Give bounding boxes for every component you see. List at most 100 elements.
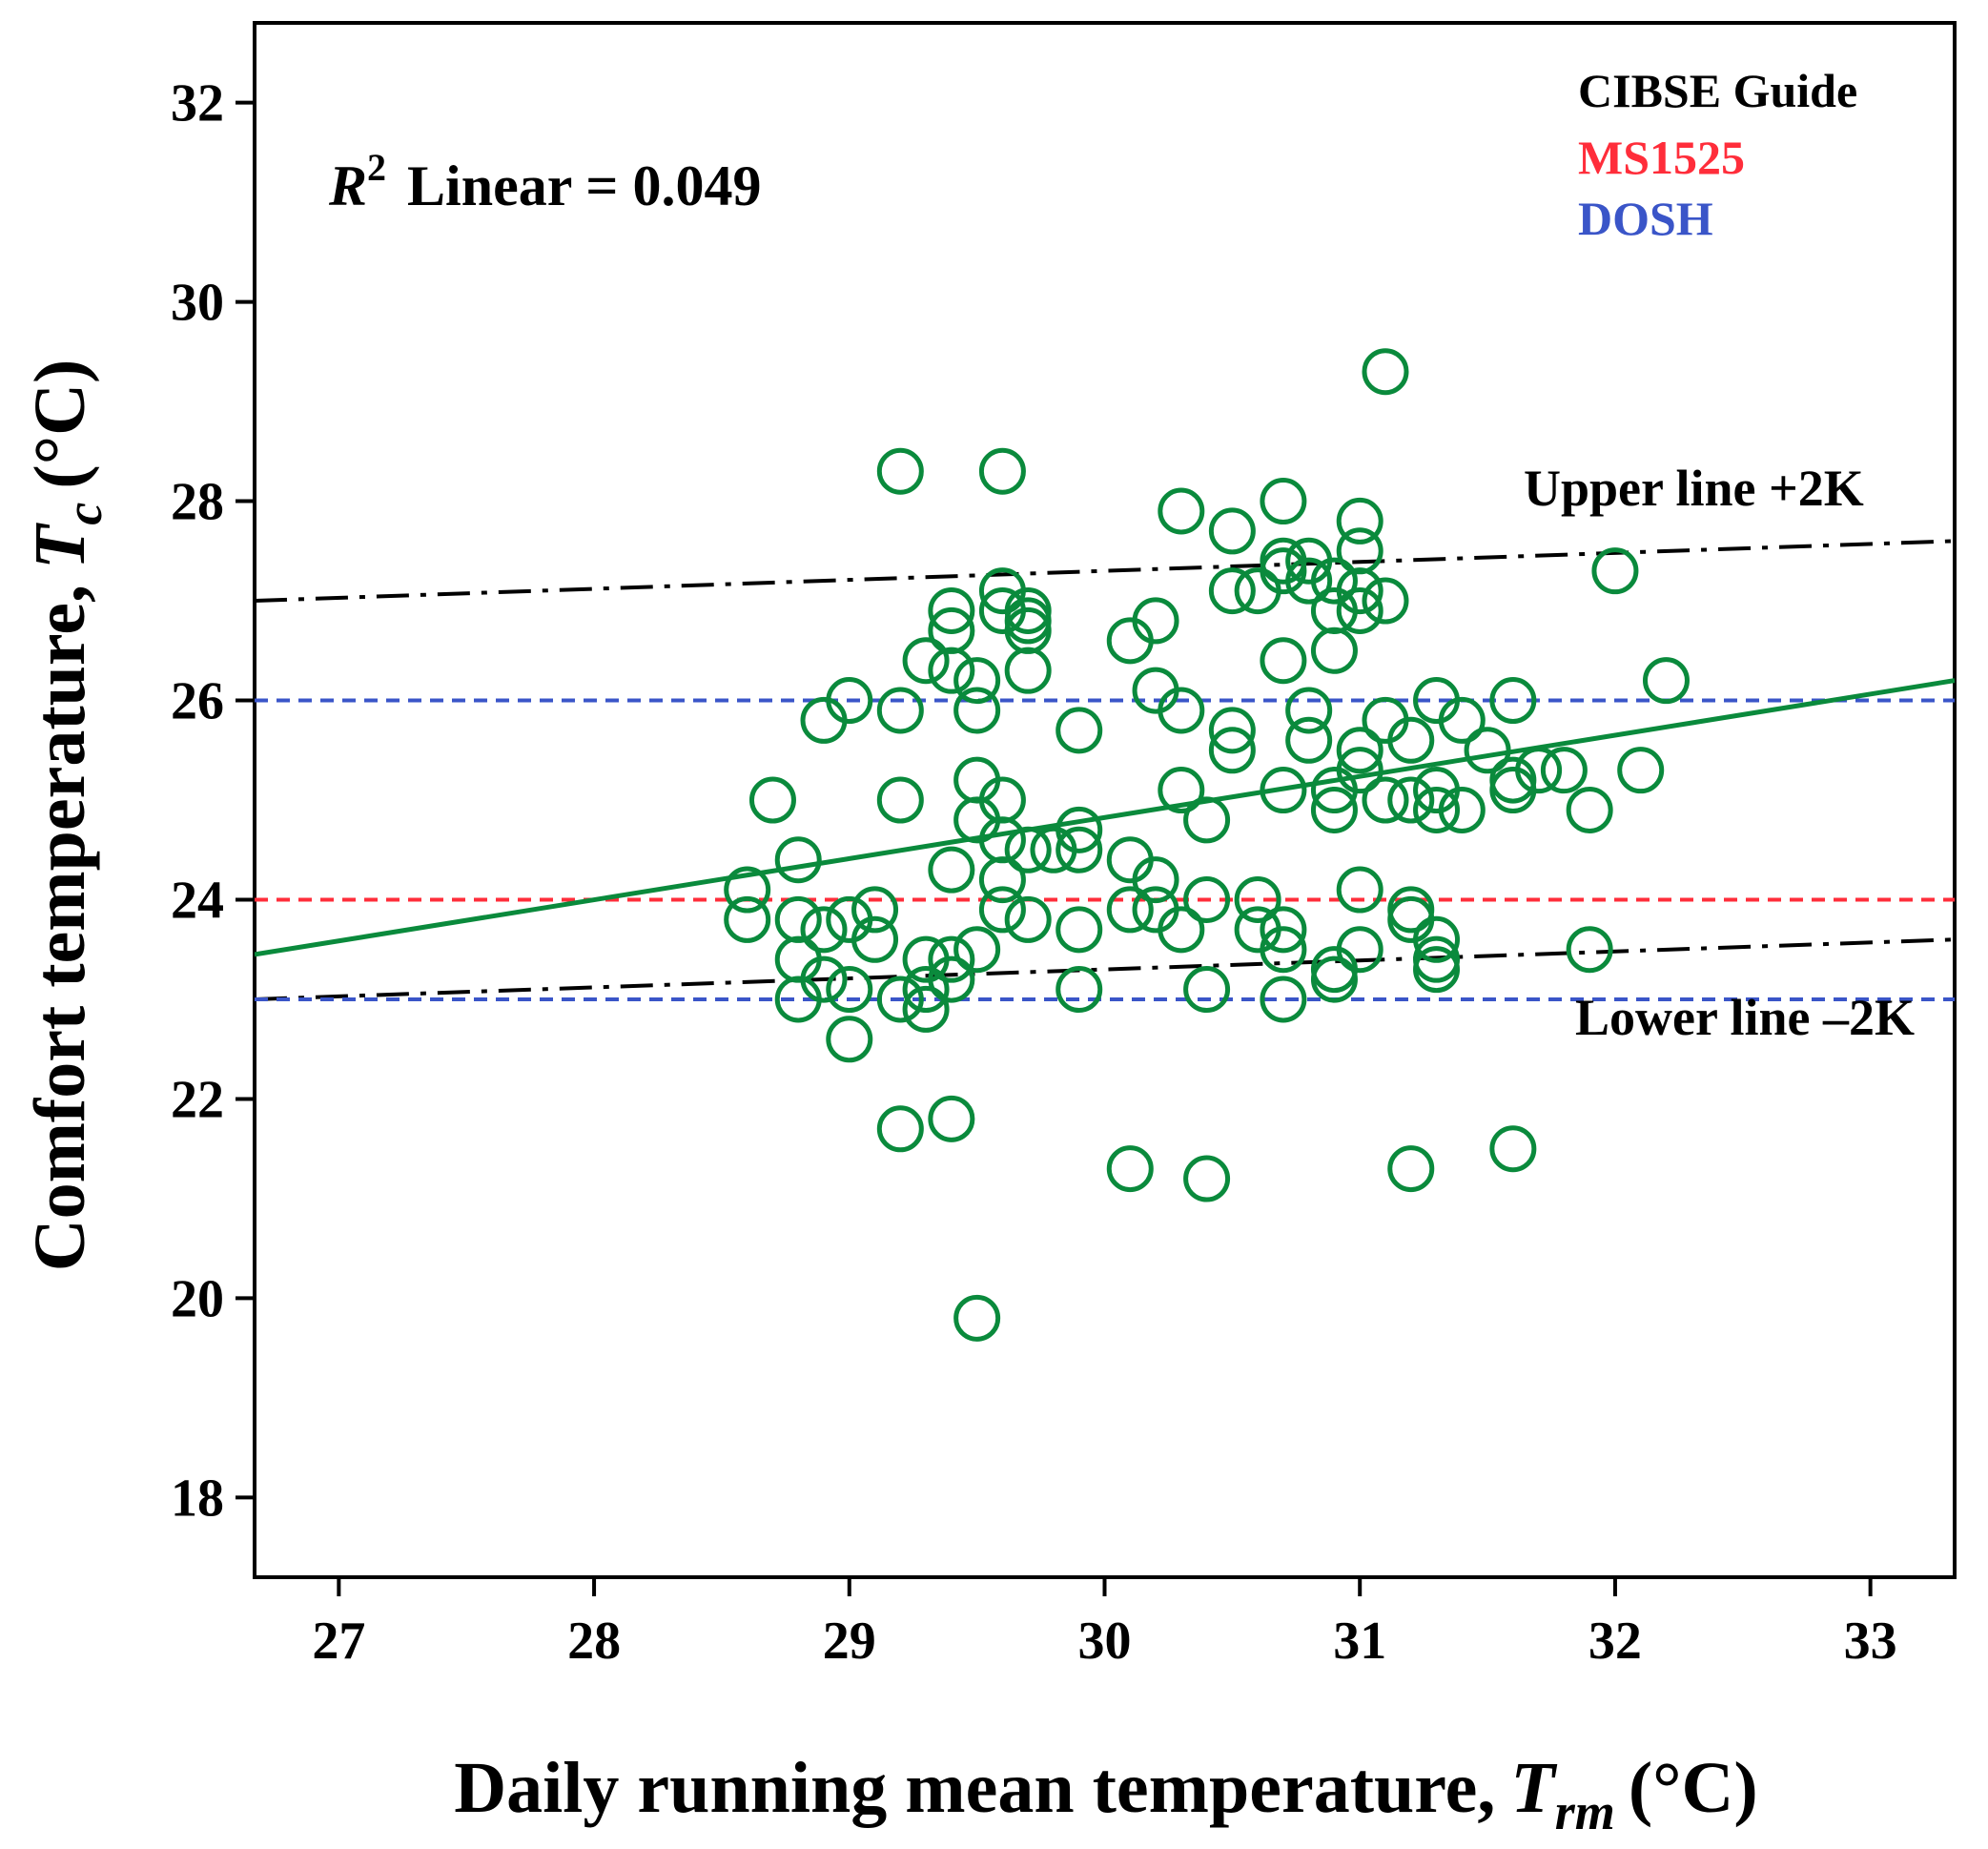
data-point-33 <box>953 687 1001 734</box>
data-point-75 <box>1208 707 1256 754</box>
data-point-112 <box>1387 776 1435 824</box>
y-tick-label: 22 <box>171 1070 224 1129</box>
x-tick-label: 32 <box>1588 1612 1642 1671</box>
data-point-134 <box>1617 747 1665 794</box>
data-point-122 <box>1438 696 1486 744</box>
data-point-129 <box>1515 747 1563 794</box>
data-point-115 <box>1387 1145 1435 1193</box>
y-axis-ticks: 18 20 22 24 26 28 30 32 <box>171 74 255 1528</box>
fit-line <box>255 678 1955 957</box>
data-point-107 <box>1362 348 1409 396</box>
data-point-9 <box>800 955 848 1003</box>
data-point-132 <box>1566 926 1613 974</box>
x-tick-label: 29 <box>823 1612 876 1671</box>
data-point-21 <box>902 637 950 685</box>
data-point-37 <box>953 1294 1001 1342</box>
data-point-31 <box>928 1095 975 1142</box>
data-point-14 <box>851 886 899 934</box>
data-point-27 <box>928 647 975 694</box>
y-tick-label: 18 <box>171 1469 224 1528</box>
data-point-8 <box>800 906 848 954</box>
r2-annotation: R2 Linear = 0.049 <box>328 146 761 217</box>
data-point-135 <box>1642 657 1690 705</box>
data-point-38 <box>978 447 1026 495</box>
x-tick-label: 31 <box>1333 1612 1386 1671</box>
data-point-89 <box>1285 557 1333 605</box>
data-point-92 <box>1310 557 1358 605</box>
legend-item-cibse: CIBSE Guide <box>1578 64 1857 117</box>
data-point-133 <box>1591 547 1639 595</box>
data-point-78 <box>1234 875 1281 923</box>
y-tick-label: 28 <box>171 473 224 532</box>
y-axis-title: Comfort temperature,Tc(°C) <box>20 360 113 1272</box>
data-point-125 <box>1489 677 1537 725</box>
data-point-50 <box>1004 895 1052 943</box>
data-point-49 <box>1004 826 1052 873</box>
data-point-94 <box>1310 627 1358 674</box>
data-point-48 <box>1004 647 1052 694</box>
data-point-60 <box>1106 1145 1154 1193</box>
x-axis-title: Daily running mean temperature, Trm (°C) <box>454 1748 1757 1840</box>
data-point-72 <box>1183 1155 1231 1202</box>
x-axis-ticks: 27 28 29 30 31 32 33 <box>312 1577 1897 1671</box>
data-point-16 <box>876 447 924 495</box>
x-tick-label: 28 <box>567 1612 621 1671</box>
data-point-91 <box>1285 716 1333 764</box>
data-point-70 <box>1183 875 1231 923</box>
data-point-61 <box>1132 597 1179 645</box>
data-points <box>724 348 1690 1342</box>
data-point-103 <box>1336 727 1383 774</box>
data-point-67 <box>1158 767 1205 814</box>
data-point-63 <box>1132 856 1179 904</box>
data-point-66 <box>1158 687 1205 734</box>
data-point-96 <box>1310 786 1358 833</box>
data-point-105 <box>1336 866 1383 914</box>
fit-line-group <box>255 678 1955 957</box>
data-point-65 <box>1158 487 1205 535</box>
data-point-54 <box>1055 826 1103 873</box>
data-point-68 <box>1158 906 1205 954</box>
data-point-87 <box>1260 976 1307 1023</box>
data-point-90 <box>1285 687 1333 734</box>
data-point-124 <box>1464 727 1511 774</box>
data-point-19 <box>876 976 924 1023</box>
data-point-71 <box>1183 966 1231 1014</box>
data-point-128 <box>1489 1125 1537 1173</box>
data-point-12 <box>826 1016 873 1063</box>
data-point-69 <box>1183 796 1231 844</box>
data-point-86 <box>1260 926 1307 974</box>
data-point-82 <box>1260 547 1307 595</box>
reference-line-0 <box>255 539 1955 604</box>
legend: CIBSE Guide MS1525 DOSH <box>1578 64 1857 245</box>
y-tick-label: 32 <box>171 74 224 134</box>
plot-area <box>253 21 1957 1579</box>
data-point-25 <box>928 586 975 634</box>
data-point-119 <box>1413 915 1461 963</box>
data-point-73 <box>1208 507 1256 555</box>
x-tick-label: 27 <box>312 1612 365 1671</box>
data-point-1 <box>724 895 771 943</box>
data-point-32 <box>953 657 1001 705</box>
data-point-36 <box>953 926 1001 974</box>
data-point-56 <box>1055 966 1103 1014</box>
data-point-106 <box>1336 926 1383 974</box>
data-point-74 <box>1208 567 1256 615</box>
data-point-43 <box>978 856 1026 904</box>
data-point-84 <box>1260 767 1307 814</box>
x-tick-label: 30 <box>1078 1612 1132 1671</box>
data-point-10 <box>826 677 873 725</box>
data-point-23 <box>902 966 950 1014</box>
y-tick-label: 20 <box>171 1269 224 1328</box>
data-point-2 <box>748 776 796 824</box>
y-tick-label: 30 <box>171 274 224 333</box>
data-point-110 <box>1362 776 1409 824</box>
data-point-28 <box>928 846 975 894</box>
data-point-98 <box>1310 955 1358 1003</box>
data-point-76 <box>1208 727 1256 774</box>
data-point-44 <box>978 886 1026 934</box>
data-point-55 <box>1055 906 1103 954</box>
data-point-101 <box>1336 567 1383 615</box>
data-point-85 <box>1260 906 1307 954</box>
data-point-18 <box>876 776 924 824</box>
